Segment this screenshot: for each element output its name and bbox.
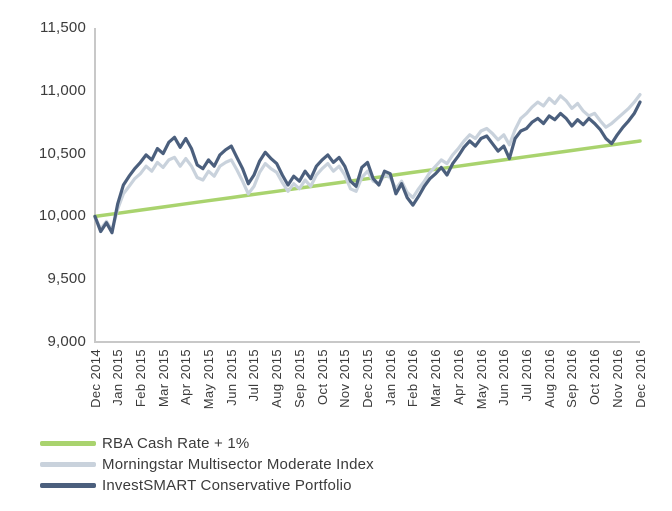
x-tick-label: Dec 2016 bbox=[632, 349, 648, 408]
legend-item-investsmart-portfolio: InvestSMART Conservative Portfolio bbox=[40, 476, 374, 494]
x-tick-label: May 2015 bbox=[201, 349, 217, 410]
y-tick-label: 11,500 bbox=[40, 19, 86, 36]
x-tick-label: Apr 2015 bbox=[178, 349, 194, 405]
y-tick-label: 9,000 bbox=[47, 333, 86, 350]
legend-label: Morningstar Multisector Moderate Index bbox=[102, 455, 374, 473]
x-tick-label: Jul 2015 bbox=[246, 349, 262, 402]
legend-line-swatch-green bbox=[40, 440, 96, 446]
x-tick-label: Aug 2016 bbox=[541, 349, 557, 408]
x-tick-label: Jul 2016 bbox=[518, 349, 534, 402]
x-tick-label: Mar 2016 bbox=[428, 349, 444, 408]
x-tick-label: Feb 2016 bbox=[405, 349, 421, 408]
x-tick-label: May 2016 bbox=[473, 349, 489, 410]
x-tick-label: Dec 2015 bbox=[360, 349, 375, 408]
x-tick-label: Nov 2015 bbox=[337, 349, 353, 408]
x-tick-label: Jun 2016 bbox=[496, 349, 512, 406]
y-tick-label: 11,000 bbox=[40, 81, 86, 99]
y-tick-label: 10,500 bbox=[38, 144, 86, 162]
x-tick-label: Sep 2015 bbox=[291, 349, 307, 408]
y-tick-label: 10,000 bbox=[38, 207, 86, 225]
y-tick-label: 9,500 bbox=[47, 270, 86, 288]
legend-line-swatch-gray bbox=[40, 461, 96, 467]
legend-label: RBA Cash Rate + 1% bbox=[102, 434, 250, 452]
series-line-1 bbox=[93, 92, 642, 232]
legend-line-swatch-dark bbox=[40, 482, 96, 488]
x-tick-label: Jan 2015 bbox=[110, 349, 126, 406]
x-tick-label: Oct 2015 bbox=[314, 349, 330, 405]
legend: RBA Cash Rate + 1% Morningstar Multisect… bbox=[40, 434, 374, 497]
x-tick-label: Dec 2014 bbox=[87, 349, 103, 408]
legend-item-morningstar-index: Morningstar Multisector Moderate Index bbox=[40, 455, 374, 473]
x-tick-label: Feb 2015 bbox=[132, 349, 148, 408]
x-tick-label: Aug 2015 bbox=[269, 349, 285, 408]
x-tick-label: Sep 2016 bbox=[564, 349, 580, 408]
x-tick-label: Jun 2015 bbox=[223, 349, 239, 406]
x-tick-label: Oct 2016 bbox=[587, 349, 603, 405]
legend-label: InvestSMART Conservative Portfolio bbox=[102, 476, 352, 494]
series-line-2 bbox=[93, 100, 642, 235]
series-line-0 bbox=[93, 139, 642, 219]
x-tick-label: Mar 2015 bbox=[155, 349, 171, 408]
legend-item-rba-cash-rate: RBA Cash Rate + 1% bbox=[40, 434, 374, 452]
x-tick-label: Nov 2016 bbox=[609, 349, 625, 408]
x-tick-label: Apr 2016 bbox=[450, 349, 466, 405]
x-tick-label: Jan 2016 bbox=[382, 349, 398, 406]
